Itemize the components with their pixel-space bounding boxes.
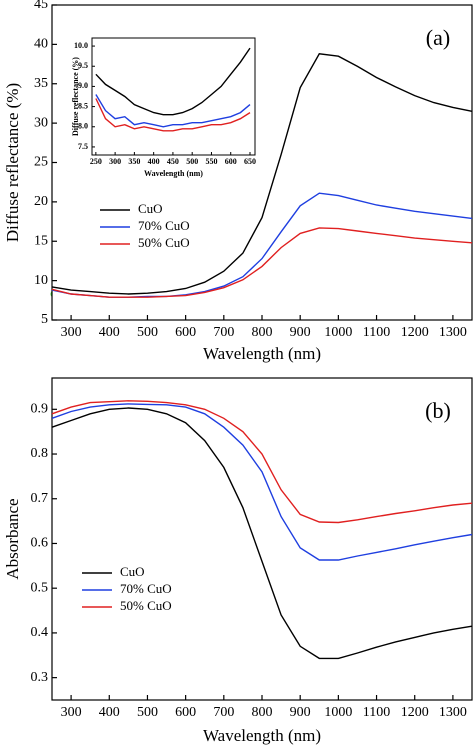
x-tick-label: 1200 (401, 705, 429, 720)
y-tick-label: 0.6 (31, 536, 49, 551)
x-tick-label: 500 (186, 157, 198, 166)
legend-label: 50% CuO (120, 598, 172, 613)
x-tick-label: 800 (252, 325, 273, 340)
y-tick-label: 45 (34, 0, 48, 12)
y-tick-label: 20 (34, 194, 48, 209)
x-tick-label: 700 (213, 325, 234, 340)
y-tick-label: 9.0 (78, 81, 88, 90)
y-axis-label: Diffuse reflectance (%) (3, 83, 22, 242)
y-tick-label: 0.7 (31, 491, 49, 506)
y-tick-label: 30 (34, 115, 48, 130)
y-axis-label: Absorbance (3, 498, 22, 579)
x-tick-label: 650 (244, 157, 256, 166)
x-tick-label: 1000 (324, 705, 352, 720)
x-tick-label: 900 (290, 325, 311, 340)
line-series (51, 400, 473, 524)
y-tick-label: 0.3 (31, 670, 49, 685)
line-series (95, 98, 251, 132)
x-tick-label: 400 (99, 325, 120, 340)
x-tick-label: 1200 (401, 325, 429, 340)
legend-label: CuO (120, 564, 145, 579)
legend-label: 70% CuO (120, 581, 172, 596)
line-series (51, 403, 473, 561)
x-tick-label: 600 (175, 325, 196, 340)
x-tick-label: 1300 (439, 325, 467, 340)
y-tick-label: 0.9 (31, 402, 49, 417)
y-tick-label: 9.5 (78, 61, 88, 70)
y-tick-label: 0.8 (31, 446, 49, 461)
y-tick-label: 10.0 (74, 41, 88, 50)
x-tick-label: 800 (252, 705, 273, 720)
y-tick-label: 40 (34, 37, 48, 52)
y-tick-label: 7.5 (78, 142, 88, 151)
line-series (95, 47, 251, 116)
x-tick-label: 1100 (363, 325, 390, 340)
y-tick-label: 0.4 (31, 625, 49, 640)
line-series (51, 227, 473, 298)
x-tick-label: 400 (99, 705, 120, 720)
panel-label: (a) (426, 25, 450, 50)
line-series (51, 407, 473, 660)
x-tick-label: 700 (213, 705, 234, 720)
x-axis-label: Wavelength (nm) (203, 344, 321, 363)
y-tick-label: 25 (34, 155, 48, 170)
y-tick-label: 35 (34, 76, 48, 91)
x-tick-label: 300 (61, 325, 82, 340)
x-tick-label: 500 (137, 705, 158, 720)
legend-label: CuO (138, 201, 163, 216)
y-tick-label: 10 (34, 273, 48, 288)
x-tick-label: 350 (128, 157, 140, 166)
x-tick-label: 550 (205, 157, 217, 166)
x-tick-label: 400 (148, 157, 160, 166)
y-tick-label: 8.0 (78, 122, 88, 131)
x-tick-label: 250 (90, 157, 102, 166)
x-axis-label: Wavelength (nm) (144, 169, 203, 178)
x-tick-label: 600 (225, 157, 237, 166)
plot-frame (91, 37, 256, 156)
plot-frame (51, 377, 473, 701)
panel-label: (b) (425, 398, 451, 423)
x-tick-label: 1000 (324, 325, 352, 340)
x-tick-label: 600 (175, 705, 196, 720)
y-tick-label: 8.5 (78, 101, 88, 110)
legend-label: 70% CuO (138, 218, 190, 233)
legend-label: 50% CuO (138, 235, 190, 250)
y-axis-label: Diffuse reflectance (%) (71, 57, 80, 136)
x-tick-label: 1300 (439, 705, 467, 720)
y-tick-label: 15 (34, 233, 48, 248)
y-tick-label: 0.5 (31, 580, 49, 595)
x-tick-label: 1100 (363, 705, 390, 720)
x-tick-label: 500 (137, 325, 158, 340)
x-tick-label: 300 (61, 705, 82, 720)
line-series (51, 53, 473, 295)
x-tick-label: 900 (290, 705, 311, 720)
x-tick-label: 450 (167, 157, 179, 166)
x-tick-label: 300 (109, 157, 121, 166)
x-axis-label: Wavelength (nm) (203, 726, 321, 745)
line-series (95, 94, 251, 128)
y-tick-label: 5 (41, 312, 48, 327)
